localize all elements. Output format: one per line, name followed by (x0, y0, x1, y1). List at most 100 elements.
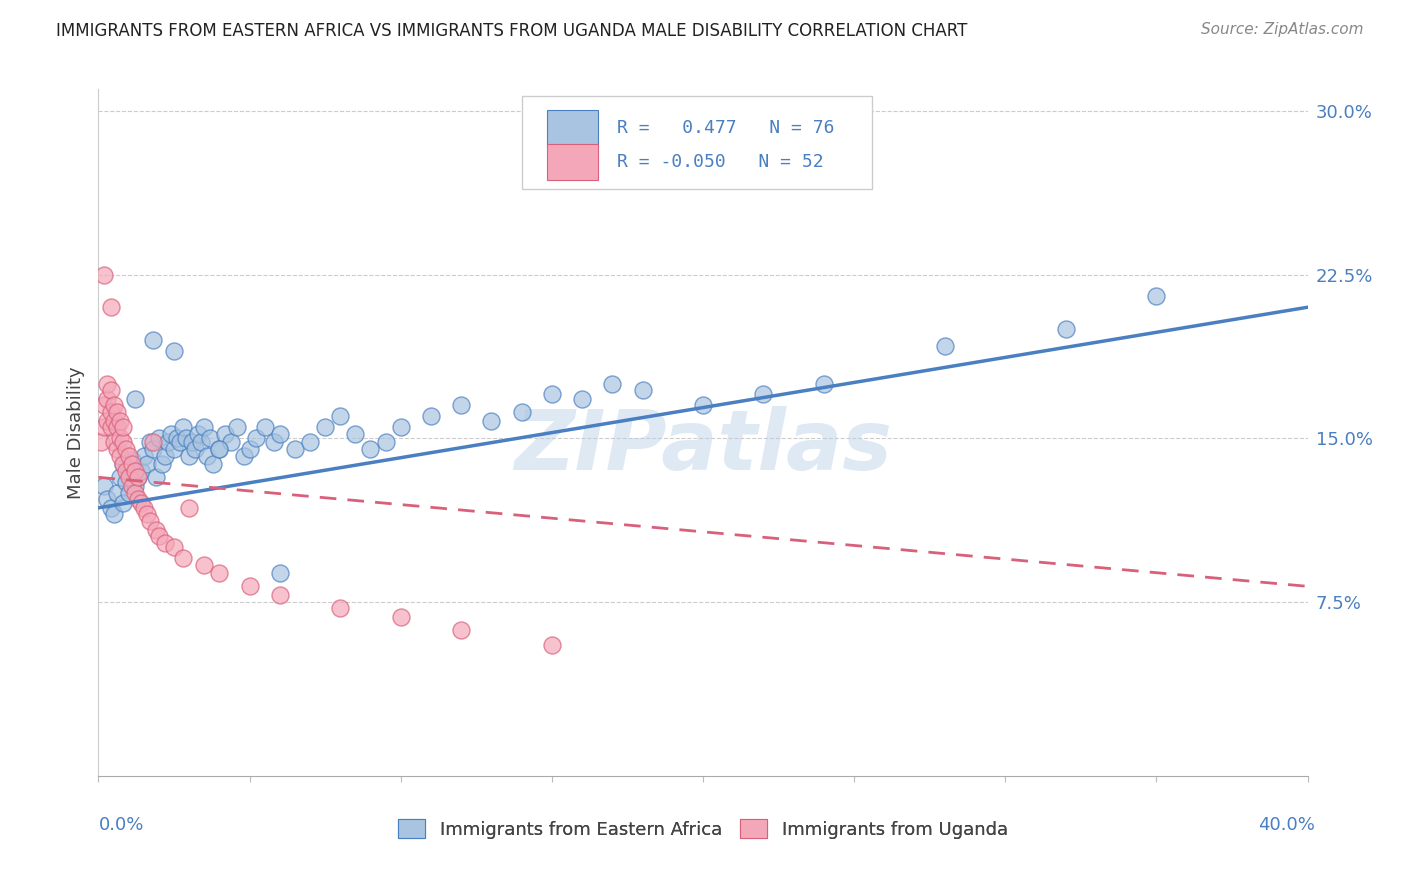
Point (111, 420, 134, 434)
Point (103, 414, 125, 428)
Point (114, 475, 136, 489)
Point (692, 398, 714, 412)
Point (93, 268, 115, 282)
Point (139, 435, 162, 450)
Point (118, 470, 141, 484)
Point (111, 496, 134, 510)
Text: Source: ZipAtlas.com: Source: ZipAtlas.com (1201, 22, 1364, 37)
Point (153, 535, 176, 549)
Point (111, 457, 134, 471)
Point (135, 457, 157, 471)
Point (232, 449, 254, 463)
Point (124, 464, 146, 478)
Point (105, 485, 128, 500)
Point (195, 449, 218, 463)
Point (269, 566, 291, 581)
Point (181, 435, 204, 450)
Text: R = -0.050   N = 52: R = -0.050 N = 52 (617, 153, 824, 171)
Point (108, 431, 131, 445)
Point (450, 398, 472, 412)
Point (172, 420, 194, 434)
Point (108, 470, 131, 484)
Point (389, 610, 412, 624)
Point (105, 405, 128, 419)
Point (179, 449, 201, 463)
Point (135, 508, 157, 522)
Point (344, 426, 367, 441)
Point (450, 623, 472, 637)
Point (481, 414, 503, 428)
Point (239, 442, 262, 456)
Point (93, 398, 115, 412)
Point (269, 426, 291, 441)
Point (93, 479, 115, 493)
Point (132, 500, 155, 515)
Point (631, 383, 654, 397)
Y-axis label: Male Disability: Male Disability (66, 367, 84, 499)
Point (103, 398, 125, 412)
Point (127, 470, 149, 484)
Point (100, 420, 122, 434)
Point (193, 558, 215, 572)
Point (1144, 289, 1167, 303)
Point (510, 405, 533, 419)
Point (118, 485, 141, 500)
Point (1054, 322, 1077, 336)
Point (329, 409, 352, 424)
Text: ZIPatlas: ZIPatlas (515, 406, 891, 487)
Point (163, 442, 186, 456)
Text: IMMIGRANTS FROM EASTERN AFRICA VS IMMIGRANTS FROM UGANDA MALE DISABILITY CORRELA: IMMIGRANTS FROM EASTERN AFRICA VS IMMIGR… (56, 22, 967, 40)
Point (142, 435, 165, 450)
Point (100, 405, 122, 419)
Point (118, 464, 141, 478)
Point (571, 392, 593, 406)
Point (124, 485, 146, 500)
Text: 40.0%: 40.0% (1258, 816, 1315, 834)
Point (160, 426, 183, 441)
Point (269, 588, 291, 602)
Point (100, 300, 122, 314)
Point (813, 376, 835, 391)
Point (93, 420, 115, 434)
Point (150, 457, 173, 471)
Point (245, 431, 267, 445)
Point (156, 435, 179, 450)
Point (100, 383, 122, 397)
Point (121, 457, 143, 471)
Point (172, 551, 194, 566)
FancyBboxPatch shape (522, 96, 872, 189)
Point (129, 464, 152, 478)
Point (103, 435, 125, 450)
FancyBboxPatch shape (547, 145, 598, 180)
Point (166, 431, 188, 445)
Point (145, 523, 167, 537)
Point (111, 435, 134, 450)
Point (314, 420, 336, 434)
Point (124, 479, 146, 493)
Point (360, 442, 382, 456)
Point (114, 442, 136, 456)
Text: 0.0%: 0.0% (98, 816, 143, 834)
Point (934, 339, 956, 353)
Point (187, 426, 209, 441)
Point (105, 420, 128, 434)
Point (208, 442, 231, 456)
Point (193, 420, 215, 434)
Point (139, 514, 162, 528)
Point (284, 442, 307, 456)
Point (253, 420, 276, 434)
Point (208, 442, 231, 456)
Point (208, 566, 231, 581)
Point (124, 392, 146, 406)
Point (108, 414, 131, 428)
Point (174, 431, 197, 445)
Point (142, 333, 165, 347)
Point (96, 414, 118, 428)
Point (602, 376, 624, 391)
Point (100, 500, 122, 515)
Point (111, 457, 134, 471)
Point (540, 638, 562, 652)
Point (540, 387, 562, 401)
Point (202, 457, 225, 471)
Point (200, 431, 222, 445)
